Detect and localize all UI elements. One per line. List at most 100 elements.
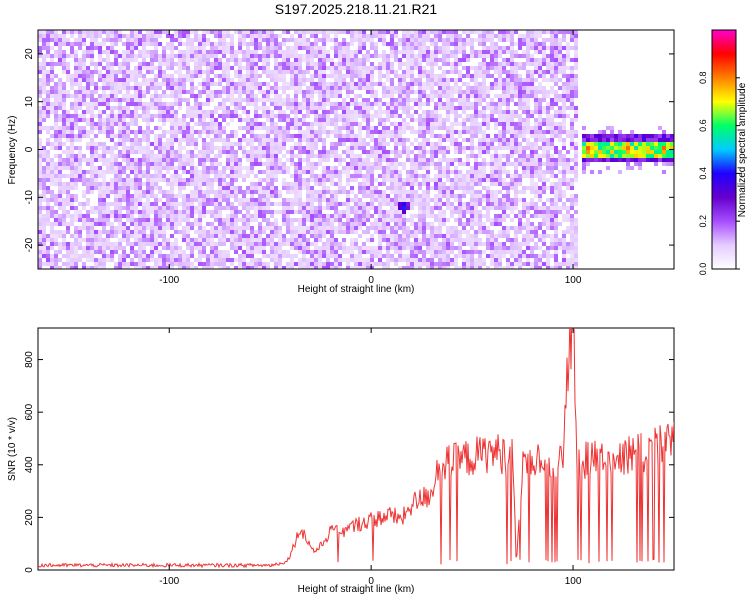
heatmap-cell bbox=[166, 54, 170, 58]
heatmap-cell bbox=[194, 102, 198, 106]
heatmap-cell bbox=[322, 250, 326, 254]
heatmap-cell bbox=[38, 70, 42, 74]
heatmap-cell bbox=[70, 78, 74, 82]
heatmap-cell bbox=[302, 106, 306, 110]
heatmap-cell bbox=[206, 42, 210, 46]
heatmap-cell bbox=[58, 258, 62, 262]
heatmap-cell bbox=[38, 186, 42, 190]
heatmap-cell bbox=[202, 34, 206, 38]
heatmap-cell bbox=[298, 122, 302, 126]
heatmap-cell bbox=[394, 86, 398, 90]
heatmap-cell bbox=[198, 198, 202, 202]
heatmap-cell bbox=[386, 70, 390, 74]
heatmap-cell bbox=[122, 54, 126, 58]
heatmap-cell bbox=[390, 42, 394, 46]
heatmap-cell bbox=[442, 86, 446, 90]
heatmap-cell bbox=[150, 114, 154, 118]
heatmap-cell bbox=[138, 90, 142, 94]
heatmap-cell bbox=[310, 178, 314, 182]
heatmap-cell bbox=[202, 62, 206, 66]
heatmap-cell bbox=[358, 70, 362, 74]
heatmap-cell bbox=[430, 222, 434, 226]
heatmap-cell bbox=[330, 58, 334, 62]
heatmap-cell bbox=[438, 210, 442, 214]
heatmap-cell bbox=[270, 126, 274, 130]
heatmap-cell bbox=[158, 158, 162, 162]
heatmap-cell bbox=[174, 34, 178, 38]
heatmap-cell bbox=[386, 178, 390, 182]
heatmap-cell bbox=[86, 218, 90, 222]
heatmap-cell bbox=[286, 102, 290, 106]
heatmap-cell bbox=[326, 118, 330, 122]
heatmap-cell bbox=[346, 102, 350, 106]
heatmap-cell bbox=[90, 130, 94, 134]
heatmap-cell bbox=[450, 42, 454, 46]
heatmap-cell bbox=[74, 90, 78, 94]
heatmap-cell bbox=[62, 82, 66, 86]
heatmap-cell bbox=[70, 142, 74, 146]
heatmap-cell bbox=[202, 118, 206, 122]
heatmap-cell bbox=[58, 230, 62, 234]
heatmap-cell bbox=[70, 74, 74, 78]
heatmap-cell bbox=[294, 174, 298, 178]
heatmap-cell bbox=[238, 166, 242, 170]
heatmap-cell bbox=[426, 178, 430, 182]
heatmap-cell bbox=[430, 50, 434, 54]
heatmap-cell bbox=[154, 34, 158, 38]
heatmap-cell bbox=[398, 86, 402, 90]
heatmap-cell bbox=[170, 190, 174, 194]
heatmap-cell bbox=[426, 210, 430, 214]
heatmap-cell bbox=[78, 170, 82, 174]
heatmap-cell bbox=[78, 94, 82, 98]
heatmap-cell bbox=[358, 222, 362, 226]
heatmap-cell bbox=[430, 242, 434, 246]
heatmap-cell bbox=[46, 150, 50, 154]
heatmap-cell bbox=[394, 90, 398, 94]
heatmap-cell bbox=[110, 50, 114, 54]
heatmap-cell bbox=[182, 118, 186, 122]
heatmap-cell bbox=[150, 70, 154, 74]
heatmap-cell bbox=[298, 242, 302, 246]
heatmap-cell bbox=[174, 158, 178, 162]
heatmap-cell bbox=[38, 166, 42, 170]
heatmap-cell bbox=[98, 174, 102, 178]
heatmap-cell bbox=[66, 66, 70, 70]
heatmap-cell bbox=[366, 54, 370, 58]
heatmap-cell bbox=[350, 146, 354, 150]
heatmap-cell bbox=[290, 102, 294, 106]
heatmap-cell bbox=[198, 74, 202, 78]
heatmap-cell bbox=[362, 210, 366, 214]
heatmap-cell bbox=[174, 94, 178, 98]
heatmap-cell bbox=[386, 30, 390, 34]
heatmap-cell bbox=[230, 194, 234, 198]
heatmap-cell bbox=[410, 186, 414, 190]
heatmap-cell bbox=[42, 226, 46, 230]
heatmap-cell bbox=[230, 114, 234, 118]
heatmap-cell bbox=[250, 158, 254, 162]
heatmap-cell bbox=[406, 146, 410, 150]
heatmap-cell bbox=[266, 62, 270, 66]
heatmap-cell bbox=[110, 86, 114, 90]
heatmap-cell bbox=[298, 78, 302, 82]
heatmap-cell bbox=[70, 102, 74, 106]
heatmap-cell bbox=[382, 158, 386, 162]
heatmap-cell bbox=[258, 134, 262, 138]
heatmap-cell bbox=[82, 38, 86, 42]
heatmap-cell bbox=[190, 174, 194, 178]
heatmap-cell bbox=[98, 118, 102, 122]
heatmap-cell bbox=[82, 182, 86, 186]
heatmap-cell bbox=[154, 134, 158, 138]
heatmap-cell bbox=[58, 138, 62, 142]
heatmap-cell bbox=[226, 94, 230, 98]
heatmap-cell bbox=[334, 102, 338, 106]
heatmap-cell bbox=[130, 262, 134, 266]
heatmap-cell bbox=[326, 54, 330, 58]
heatmap-cell bbox=[178, 222, 182, 226]
heatmap-cell bbox=[378, 190, 382, 194]
heatmap-cell bbox=[270, 70, 274, 74]
heatmap-cell bbox=[434, 134, 438, 138]
heatmap-cell bbox=[398, 90, 402, 94]
heatmap-cell bbox=[446, 262, 450, 266]
heatmap-cell bbox=[62, 70, 66, 74]
heatmap-cell bbox=[390, 46, 394, 50]
